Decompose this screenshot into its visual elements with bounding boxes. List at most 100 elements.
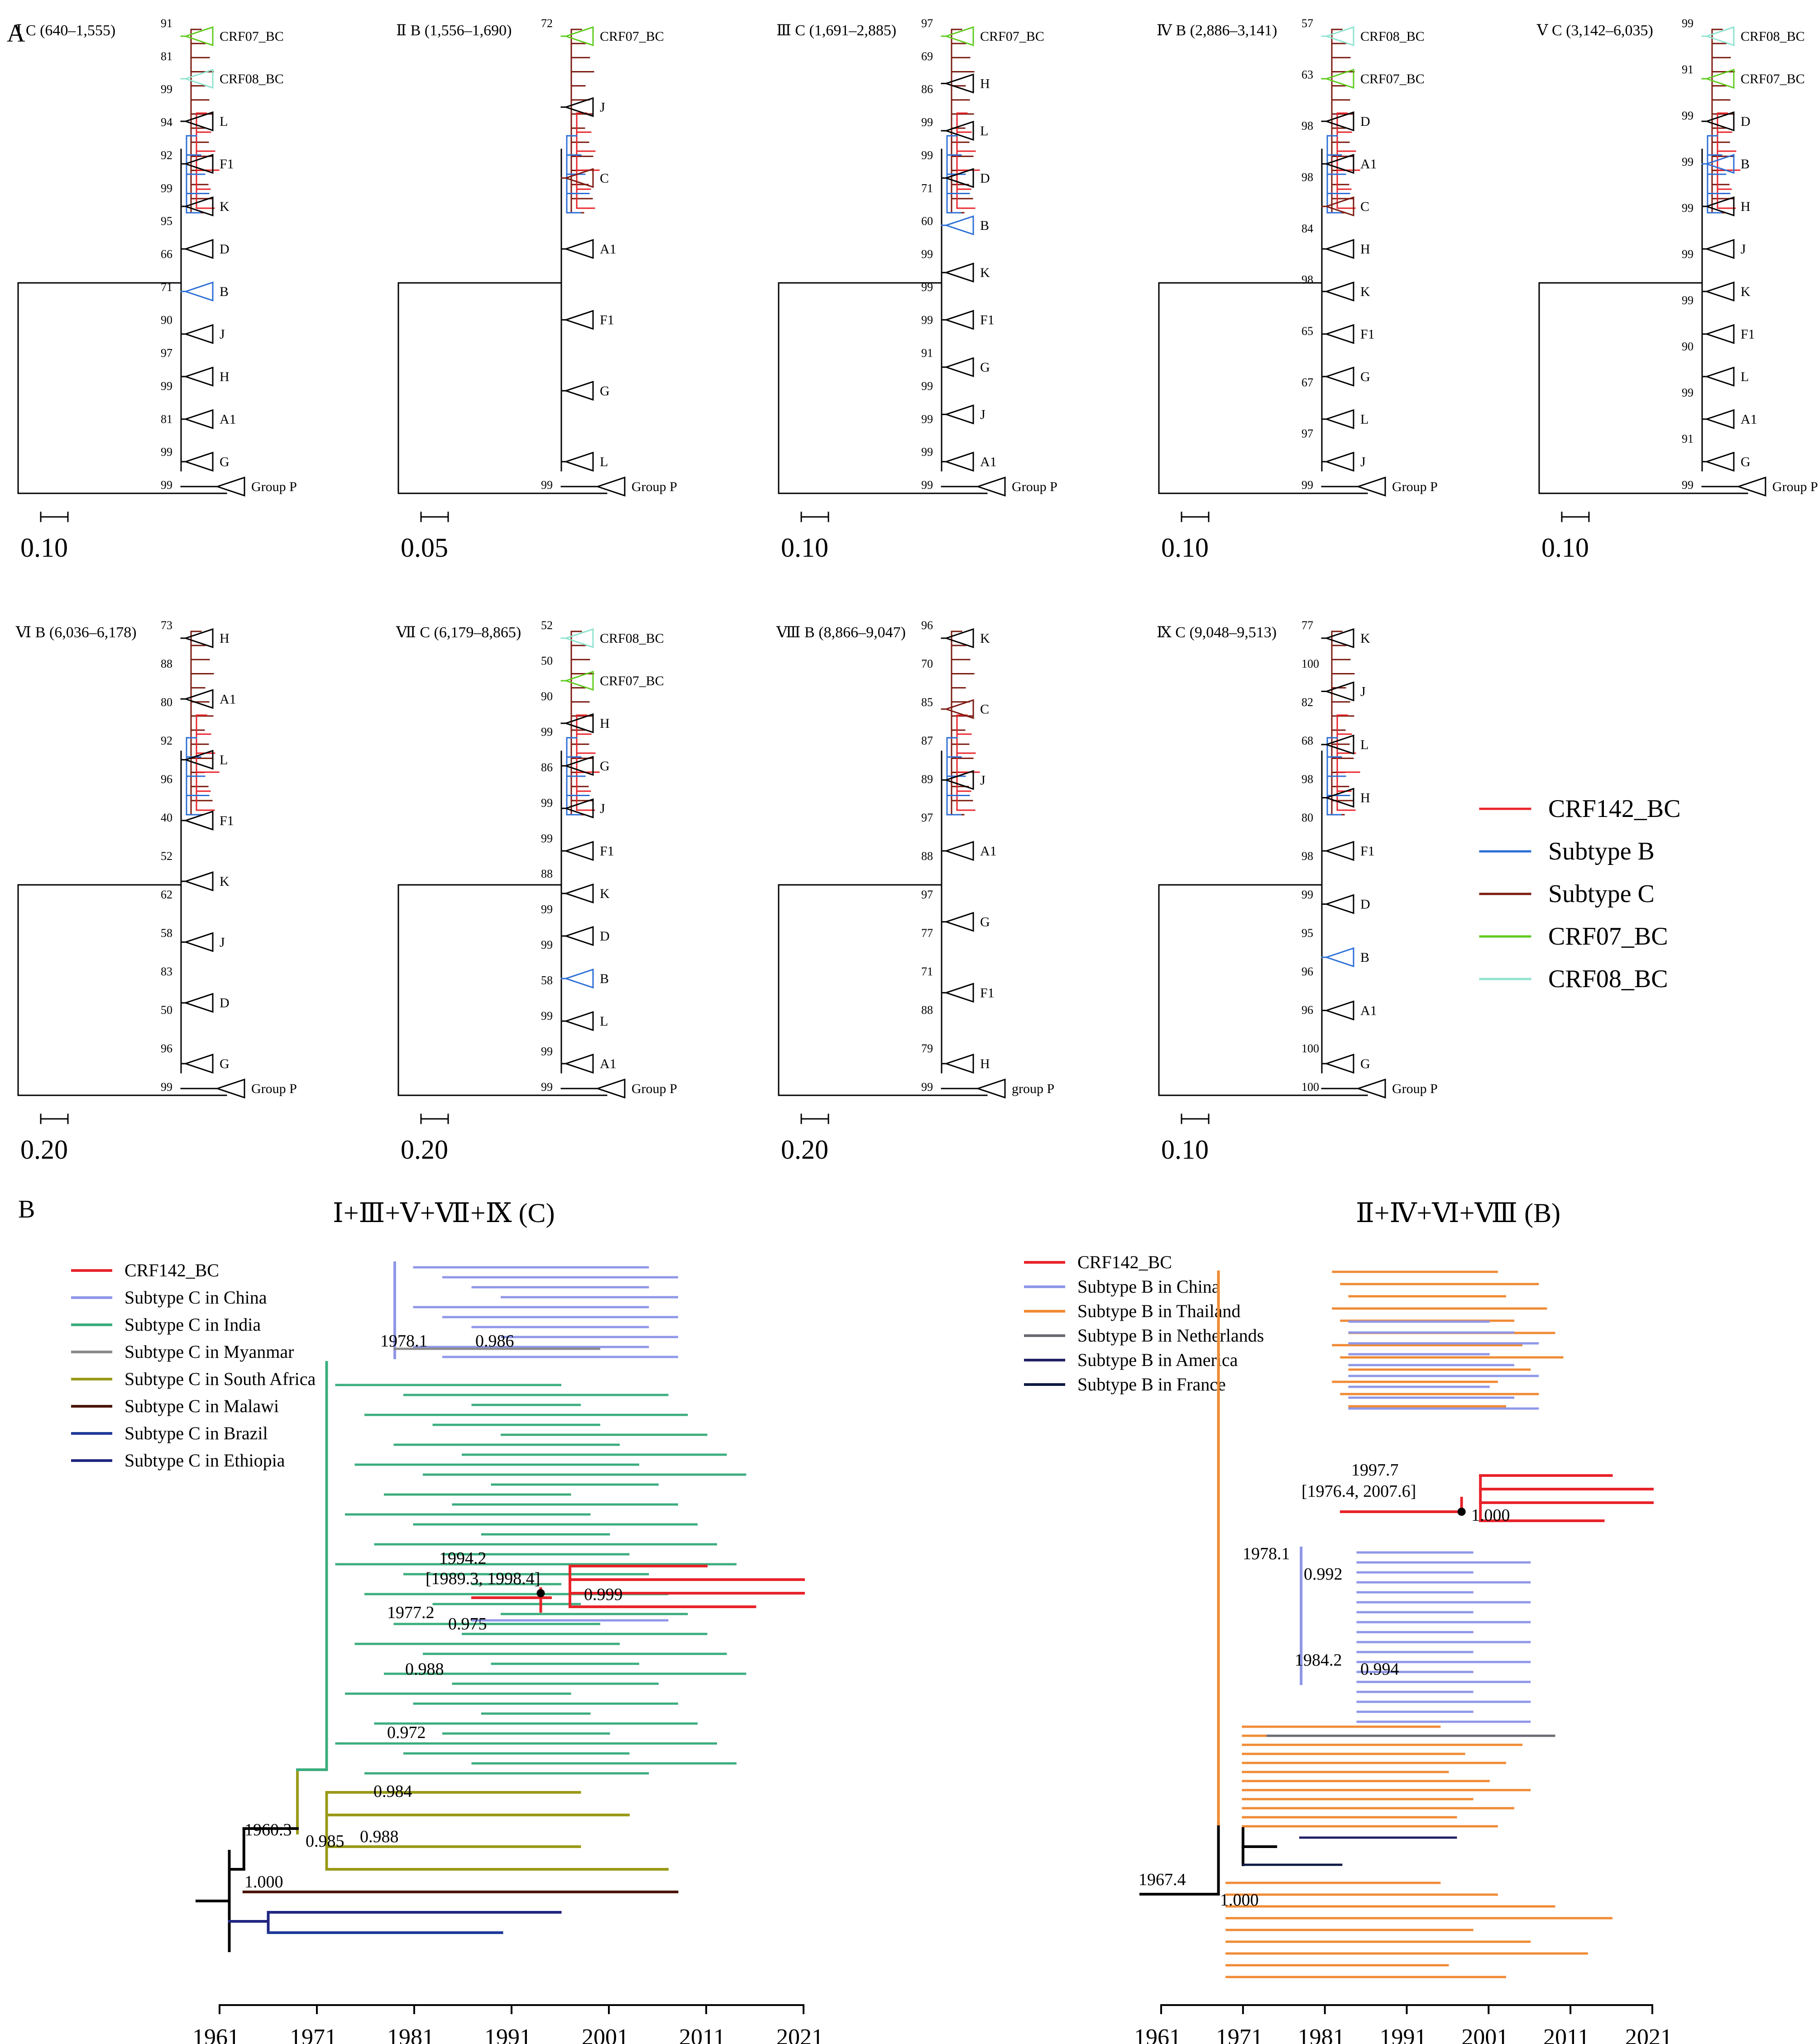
bootstrap-value: 84 bbox=[1301, 222, 1313, 235]
axis-tick-label: 1991 bbox=[1380, 2025, 1427, 2044]
axis-tick-label: 1971 bbox=[290, 2025, 337, 2044]
panel-b-right-title: Ⅱ+Ⅳ+Ⅵ+Ⅷ (B) bbox=[1356, 1198, 1560, 1228]
node-label: 1977.2 bbox=[387, 1603, 435, 1622]
clade-triangle bbox=[183, 451, 214, 472]
bootstrap-value: 70 bbox=[921, 657, 933, 670]
node-label: [1976.4, 2007.6] bbox=[1301, 1482, 1416, 1501]
clade-triangle bbox=[564, 798, 594, 819]
subtree-title: Ⅳ B (2,886–3,141) bbox=[1157, 22, 1277, 39]
clade-triangle bbox=[1324, 68, 1354, 89]
bootstrap-value: 86 bbox=[921, 83, 933, 96]
bootstrap-value: 99 bbox=[921, 379, 933, 392]
clade-label: J bbox=[980, 407, 986, 422]
bootstrap-value: 90 bbox=[541, 690, 553, 703]
clade-triangle bbox=[1704, 324, 1735, 344]
clade-triangle bbox=[183, 196, 214, 217]
clade-label: A1 bbox=[1360, 1003, 1377, 1018]
clade-label: D bbox=[980, 171, 990, 186]
clade-triangle bbox=[564, 926, 594, 946]
clade-triangle bbox=[1324, 681, 1354, 702]
bootstrap-value: 96 bbox=[1301, 1003, 1313, 1017]
clade-label: C bbox=[600, 171, 609, 186]
clade-triangle bbox=[183, 689, 214, 709]
clade-label: F1 bbox=[220, 813, 234, 828]
bootstrap-value: 99 bbox=[541, 478, 553, 492]
clade-triangle bbox=[183, 810, 214, 831]
clade-label: CRF08_BC bbox=[1741, 29, 1805, 44]
clade-triangle bbox=[183, 68, 214, 89]
node-dot bbox=[536, 1589, 545, 1597]
bootstrap-value: 71 bbox=[921, 965, 933, 978]
bootstrap-value: 96 bbox=[161, 773, 172, 786]
subtree-title: Ⅷ B (8,866–9,047) bbox=[776, 624, 906, 641]
clade-triangle bbox=[183, 993, 214, 1013]
clade-triangle bbox=[1704, 281, 1735, 302]
bootstrap-value: 66 bbox=[161, 248, 172, 261]
bootstrap-value: 99 bbox=[541, 1009, 553, 1022]
clade-label: D bbox=[220, 242, 230, 257]
bootstrap-value: 90 bbox=[161, 314, 172, 327]
bootstrap-value: 82 bbox=[1301, 696, 1313, 709]
bootstrap-value: 99 bbox=[1682, 17, 1694, 30]
clade-triangle bbox=[944, 120, 974, 141]
clade-triangle bbox=[976, 476, 1006, 497]
clade-triangle bbox=[1324, 841, 1354, 861]
scale-label: 0.10 bbox=[20, 533, 68, 563]
clade-label: F1 bbox=[1741, 327, 1755, 342]
clade-label: H bbox=[1741, 199, 1751, 214]
clade-label: D bbox=[1360, 897, 1370, 912]
clade-triangle bbox=[1704, 239, 1735, 259]
bootstrap-value: 77 bbox=[1301, 619, 1313, 632]
subtree-5: Ⅴ C (3,142–6,035) CRF08_BC CRF07_BC D B H J K F1… bbox=[1536, 17, 1818, 563]
legend-entry: CRF142_BC bbox=[124, 1260, 219, 1280]
clade-triangle bbox=[183, 281, 214, 302]
node-label: 1997.7 bbox=[1351, 1461, 1399, 1480]
panel-a-legend: CRF142_BC Subtype B Subtype C CRF07_BC CRF08… bbox=[1479, 795, 1681, 993]
node-label: 0.999 bbox=[584, 1585, 623, 1604]
clade-triangle bbox=[564, 755, 594, 776]
bootstrap-value: 71 bbox=[161, 281, 172, 294]
clade-triangle bbox=[564, 841, 594, 861]
bootstrap-value: 99 bbox=[1682, 294, 1694, 307]
clade-label: C bbox=[980, 702, 989, 717]
subtree-6: Ⅵ B (6,036–6,178) H A1 L F1 K J D G Group P 73 88 80… bbox=[15, 619, 297, 1165]
clade-label: L bbox=[220, 753, 228, 768]
node-label: 1978.1 bbox=[380, 1332, 428, 1351]
clade-label: L bbox=[1360, 412, 1368, 427]
bootstrap-value: 91 bbox=[161, 17, 172, 30]
legend-entry: CRF08_BC bbox=[1548, 965, 1668, 993]
clade-triangle bbox=[1324, 281, 1354, 302]
legend-entry: Subtype C in China bbox=[124, 1287, 267, 1308]
bootstrap-value: 99 bbox=[1682, 248, 1694, 261]
clade-label: Group P bbox=[632, 479, 677, 494]
subtree-title: Ⅸ C (9,048–9,513) bbox=[1157, 624, 1277, 641]
bootstrap-value: 96 bbox=[1301, 965, 1313, 978]
subtree-title: Ⅶ C (6,179–8,865) bbox=[396, 624, 521, 641]
clade-label: G bbox=[220, 1056, 230, 1071]
bootstrap-value: 99 bbox=[921, 116, 933, 129]
node-label: 1967.4 bbox=[1139, 1870, 1186, 1889]
bootstrap-value: 100 bbox=[1301, 657, 1319, 670]
node-label: 0.994 bbox=[1360, 1660, 1399, 1679]
clade-triangle bbox=[1704, 26, 1735, 47]
legend-entry: Subtype C in Malawi bbox=[124, 1396, 279, 1416]
axis-tick-label: 2001 bbox=[1461, 2025, 1508, 2044]
clade-label: G bbox=[600, 383, 610, 398]
clade-label: A1 bbox=[220, 412, 236, 427]
clade-triangle bbox=[564, 451, 594, 472]
node-label: 1978.1 bbox=[1243, 1544, 1290, 1563]
clade-label: G bbox=[980, 360, 990, 375]
clade-label: L bbox=[600, 1014, 608, 1029]
clade-label: A1 bbox=[1741, 412, 1757, 427]
clade-triangle bbox=[1704, 111, 1735, 132]
bootstrap-value: 99 bbox=[541, 938, 553, 951]
clade-triangle bbox=[564, 1053, 594, 1074]
clade-triangle bbox=[1704, 68, 1735, 89]
legend-entry: CRF142_BC bbox=[1077, 1252, 1172, 1272]
clade-triangle bbox=[1704, 196, 1735, 217]
bootstrap-value: 99 bbox=[161, 1080, 172, 1094]
bootstrap-value: 99 bbox=[921, 478, 933, 492]
bootstrap-value: 71 bbox=[921, 181, 933, 195]
bootstrap-value: 99 bbox=[921, 412, 933, 425]
